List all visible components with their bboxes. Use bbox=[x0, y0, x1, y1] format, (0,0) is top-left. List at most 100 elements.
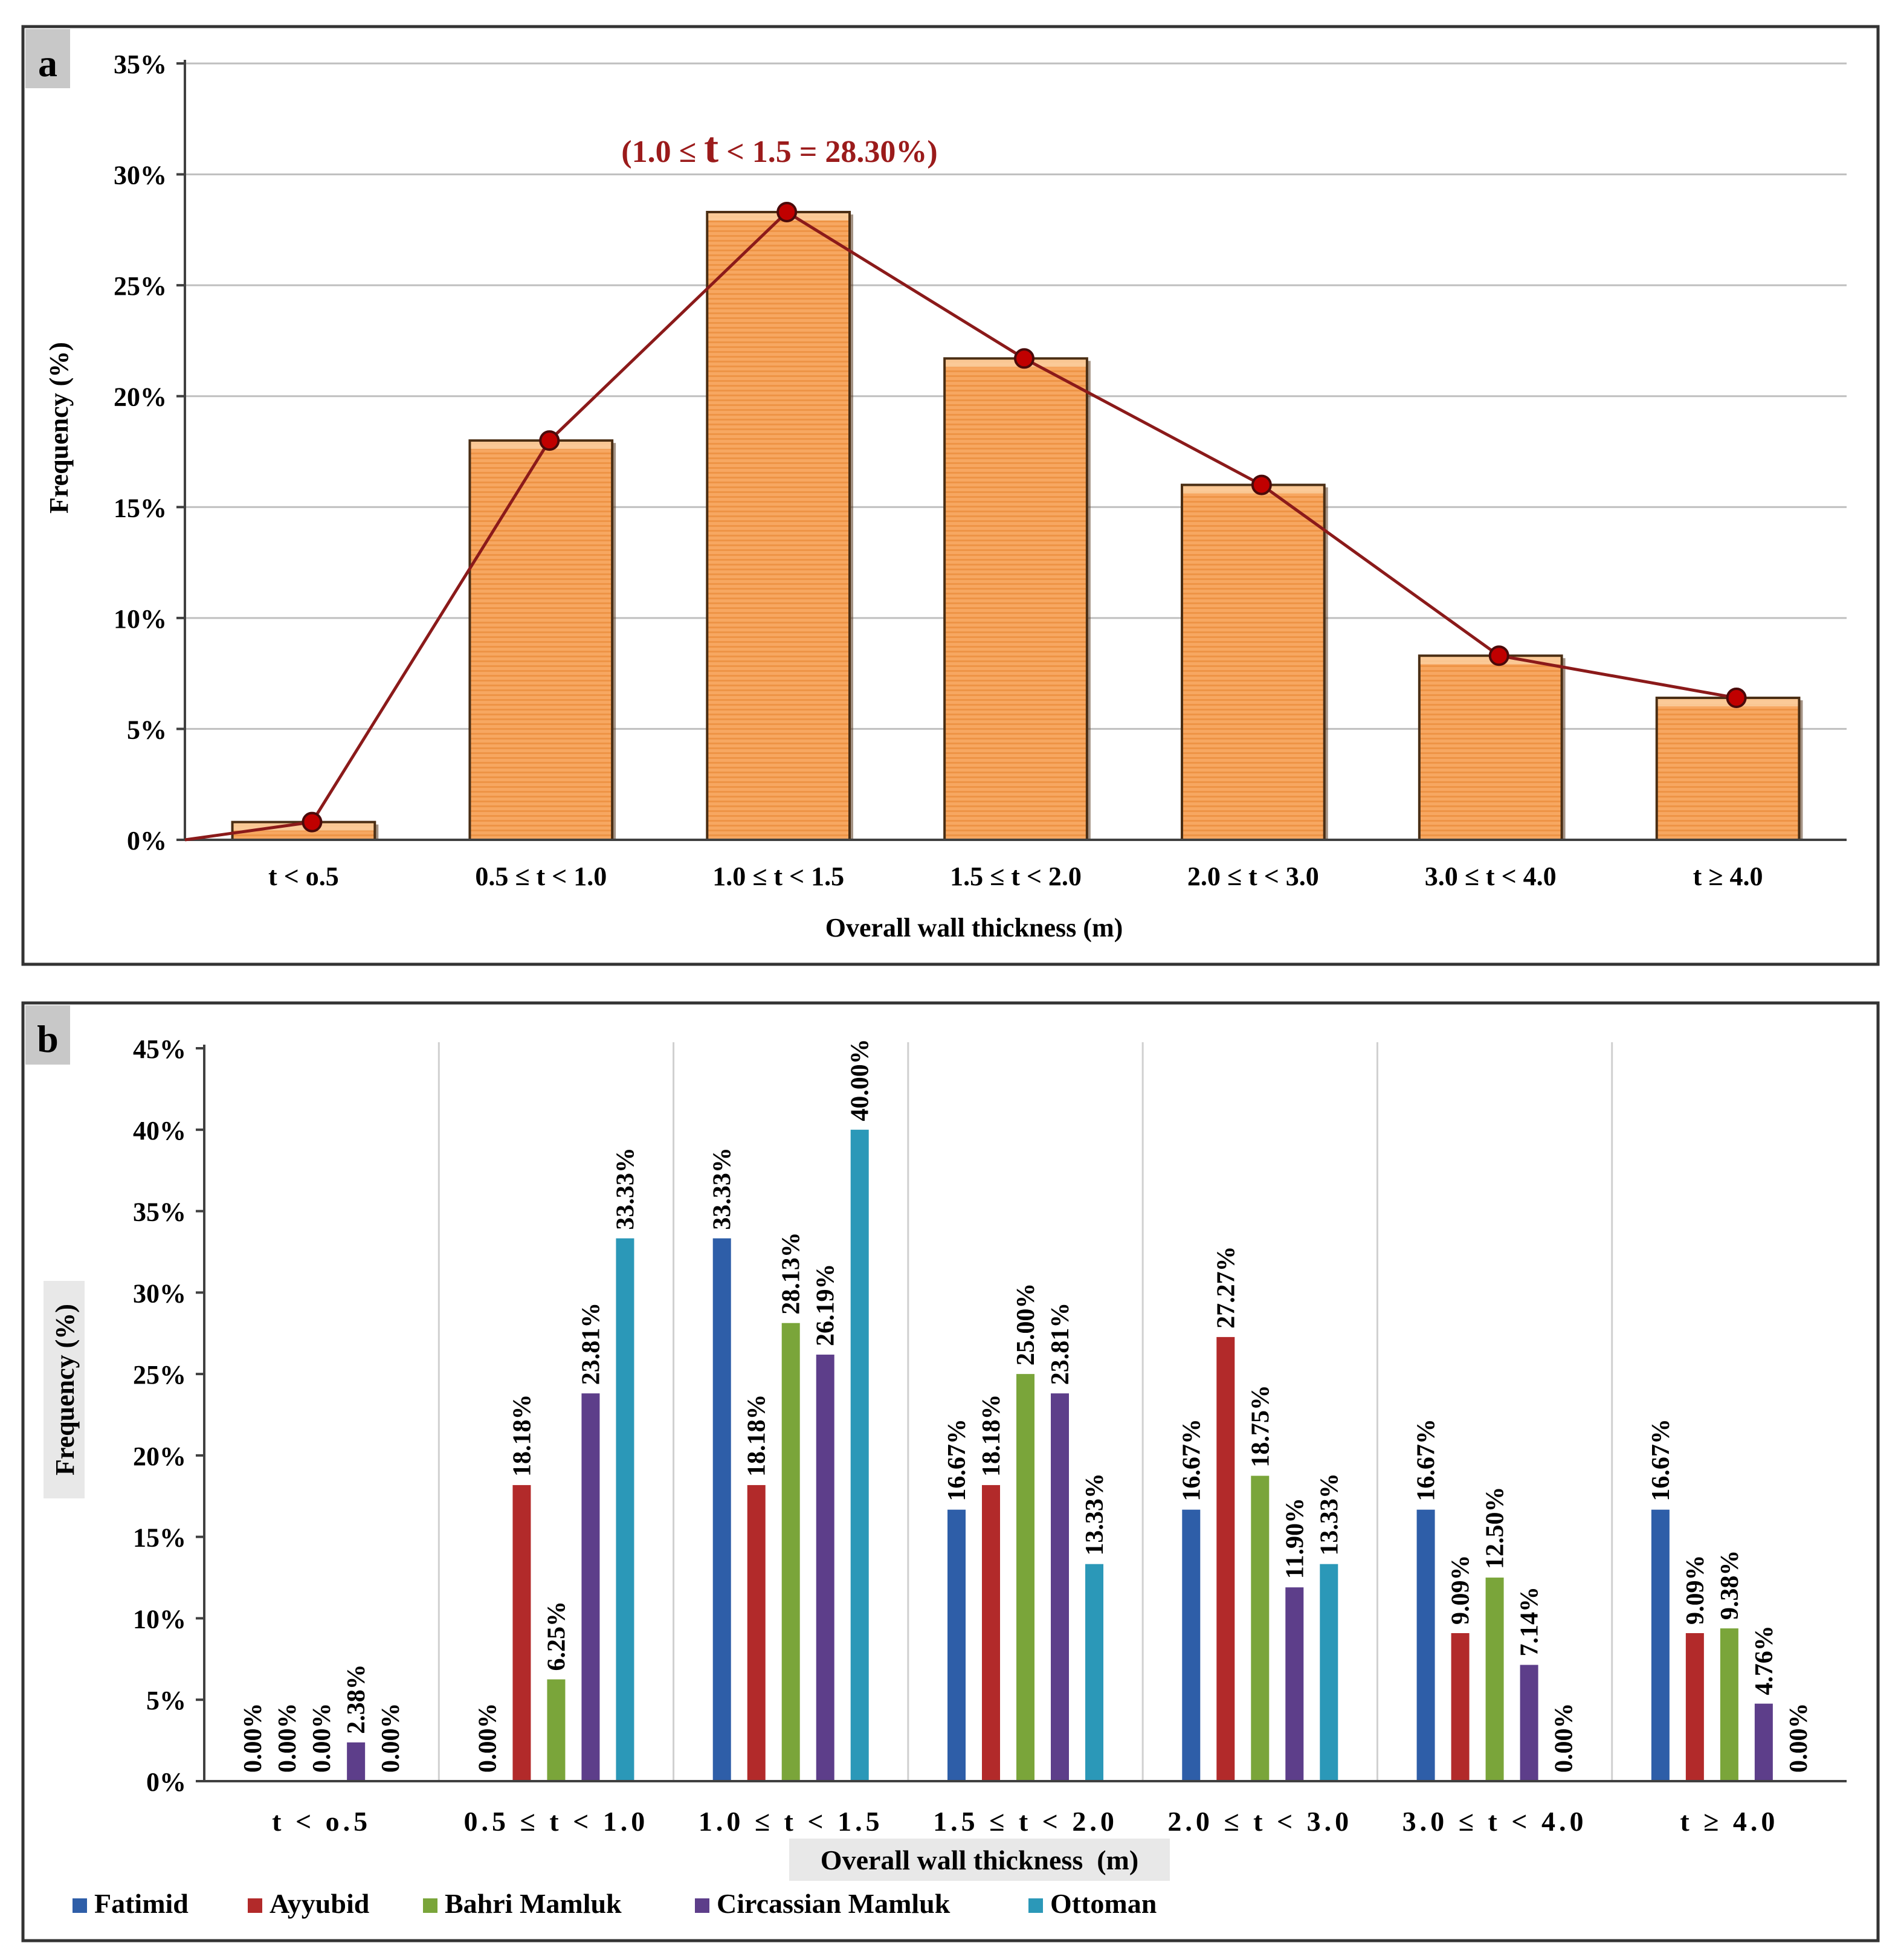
panel-a-label: a bbox=[38, 42, 57, 85]
bar-ottoman bbox=[616, 1238, 634, 1781]
bar-bahri-mamluk bbox=[547, 1679, 566, 1781]
line-point bbox=[302, 811, 323, 833]
legend-label: Bahri Mamluk bbox=[445, 1888, 622, 1919]
y-tick-label: 25% bbox=[133, 1360, 186, 1390]
panel-b-x-axis-title: Overall wall thickness (m) bbox=[821, 1845, 1138, 1875]
bar-circassian-mamluk bbox=[347, 1742, 366, 1781]
data-label: 18.75% bbox=[1247, 1385, 1274, 1468]
x-tick-label: t ≥ 4.0 bbox=[1693, 862, 1763, 891]
data-label: 0.00% bbox=[474, 1703, 502, 1773]
legend-swatch bbox=[423, 1898, 437, 1913]
annotation-emph: t bbox=[704, 123, 718, 172]
bar bbox=[468, 439, 614, 841]
data-label: 2.38% bbox=[343, 1664, 370, 1734]
data-label: 16.67% bbox=[1647, 1419, 1675, 1501]
data-label: 12.50% bbox=[1482, 1487, 1509, 1570]
annotation-pre: (1.0 ≤ bbox=[621, 135, 704, 169]
data-label: 16.67% bbox=[1178, 1419, 1205, 1501]
y-tick-label: 15% bbox=[114, 493, 167, 523]
y-tick-label: 25% bbox=[114, 271, 167, 301]
panel-b-legend: Fatimid Ayyubid Bahri Mamluk Circassian Mam… bbox=[73, 1888, 1157, 1919]
bar-bahri-mamluk bbox=[1016, 1374, 1034, 1781]
line-point bbox=[776, 201, 798, 222]
data-label: 16.67% bbox=[943, 1419, 971, 1501]
bar-ottoman bbox=[1085, 1564, 1103, 1781]
panel-b-y-axis-title: Frequency (%) bbox=[50, 1304, 80, 1475]
panel-b-category-separators bbox=[437, 1042, 1613, 1781]
y-tick-label: 30% bbox=[133, 1278, 186, 1308]
bar bbox=[943, 357, 1088, 841]
bar-bahri-mamluk bbox=[1485, 1578, 1504, 1781]
line-point bbox=[1014, 348, 1034, 369]
x-tick-label: 0.5 ≤ t < 1.0 bbox=[475, 862, 607, 891]
line-point bbox=[1726, 688, 1747, 709]
bar-bahri-mamluk bbox=[1720, 1628, 1738, 1781]
x-tick-label: 1.0 ≤ t < 1.5 bbox=[712, 862, 844, 891]
y-tick-label: 20% bbox=[114, 382, 167, 412]
bar-circassian-mamluk bbox=[1520, 1665, 1538, 1781]
data-label: 23.81% bbox=[577, 1303, 605, 1385]
x-tick-label: t < o.5 bbox=[272, 1806, 371, 1837]
panel-b-data-labels: 0.00% 0.00% 0.00%2.38%0.00% 0.00%18.18%6.25… bbox=[239, 1039, 1813, 1773]
y-tick-label: 15% bbox=[133, 1523, 186, 1553]
x-tick-label: 1.5 ≤ t < 2.0 bbox=[933, 1806, 1118, 1837]
bar-fatimid bbox=[1651, 1509, 1670, 1781]
data-label: 6.25% bbox=[543, 1601, 570, 1671]
data-label: 18.18% bbox=[743, 1394, 771, 1477]
bar-ayyubid bbox=[982, 1485, 1000, 1781]
bar-circassian-mamluk bbox=[1051, 1393, 1069, 1781]
bar-fatimid bbox=[1182, 1509, 1201, 1781]
panel-a-y-ticks: 0% 5% 10% 15% 20% 25% 30% 35% bbox=[114, 50, 185, 856]
data-label: 27.27% bbox=[1212, 1246, 1240, 1329]
data-label: 33.33% bbox=[709, 1147, 737, 1230]
y-tick-label: 10% bbox=[133, 1604, 186, 1634]
data-label: 4.76% bbox=[1751, 1625, 1778, 1695]
legend-label: Ayyubid bbox=[269, 1888, 370, 1919]
data-label: 7.14% bbox=[1516, 1587, 1544, 1657]
bar-ayyubid bbox=[747, 1485, 766, 1781]
data-label: 11.90% bbox=[1281, 1498, 1309, 1579]
data-label: 9.38% bbox=[1716, 1550, 1744, 1620]
line-point bbox=[1251, 474, 1272, 495]
y-tick-label: 0% bbox=[146, 1767, 186, 1797]
panel-a: a 0% 5% 10% 15% 20% 25% 30% 35% t < o.5 0.5 ≤ t … bbox=[21, 25, 1880, 966]
data-label: 23.81% bbox=[1047, 1303, 1074, 1385]
bar bbox=[1181, 483, 1326, 841]
data-label: 16.67% bbox=[1413, 1419, 1441, 1501]
panel-b-x-axis-title-bg bbox=[789, 1839, 1170, 1881]
line-point bbox=[539, 430, 560, 451]
legend-item: Bahri Mamluk bbox=[423, 1888, 622, 1919]
y-tick-label: 35% bbox=[114, 50, 167, 79]
data-label: 18.18% bbox=[978, 1394, 1005, 1477]
panel-a-y-axis-title: Frequency (%) bbox=[44, 342, 74, 514]
x-tick-label: 1.5 ≤ t < 2.0 bbox=[950, 862, 1082, 891]
y-tick-label: 40% bbox=[133, 1116, 186, 1146]
bar-ayyubid bbox=[1216, 1336, 1235, 1781]
x-tick-label: t < o.5 bbox=[268, 862, 339, 891]
legend-item: Ottoman bbox=[1028, 1888, 1157, 1919]
legend-item: Circassian Mamluk bbox=[695, 1888, 950, 1919]
bar-fatimid bbox=[947, 1509, 966, 1781]
legend-swatch bbox=[73, 1898, 87, 1913]
x-tick-label: 2.0 ≤ t < 3.0 bbox=[1167, 1806, 1352, 1837]
bar-ottoman bbox=[1320, 1564, 1338, 1781]
panel-b-bars bbox=[347, 1129, 1773, 1781]
legend-item: Fatimid bbox=[73, 1888, 189, 1919]
x-tick-label: 0.5 ≤ t < 1.0 bbox=[464, 1806, 649, 1837]
y-tick-label: 5% bbox=[127, 715, 167, 744]
y-tick-label: 35% bbox=[133, 1198, 186, 1227]
y-tick-label: 0% bbox=[127, 826, 167, 856]
data-label: 18.18% bbox=[508, 1394, 536, 1477]
data-label: 0.00% bbox=[377, 1703, 405, 1773]
x-tick-label: 1.0 ≤ t < 1.5 bbox=[699, 1806, 883, 1837]
data-label: 25.00% bbox=[1012, 1283, 1040, 1366]
x-tick-label: 2.0 ≤ t < 3.0 bbox=[1187, 862, 1319, 891]
data-label: 9.09% bbox=[1682, 1555, 1709, 1625]
data-label: 13.33% bbox=[1315, 1473, 1343, 1556]
data-label: 0.00% bbox=[239, 1703, 267, 1773]
data-label: 40.00% bbox=[847, 1039, 874, 1121]
panel-b-y-axis-title-bg bbox=[44, 1281, 85, 1498]
annotation-post: < 1.5 = 28.30%) bbox=[718, 135, 938, 169]
bar-bahri-mamluk bbox=[1251, 1475, 1270, 1781]
